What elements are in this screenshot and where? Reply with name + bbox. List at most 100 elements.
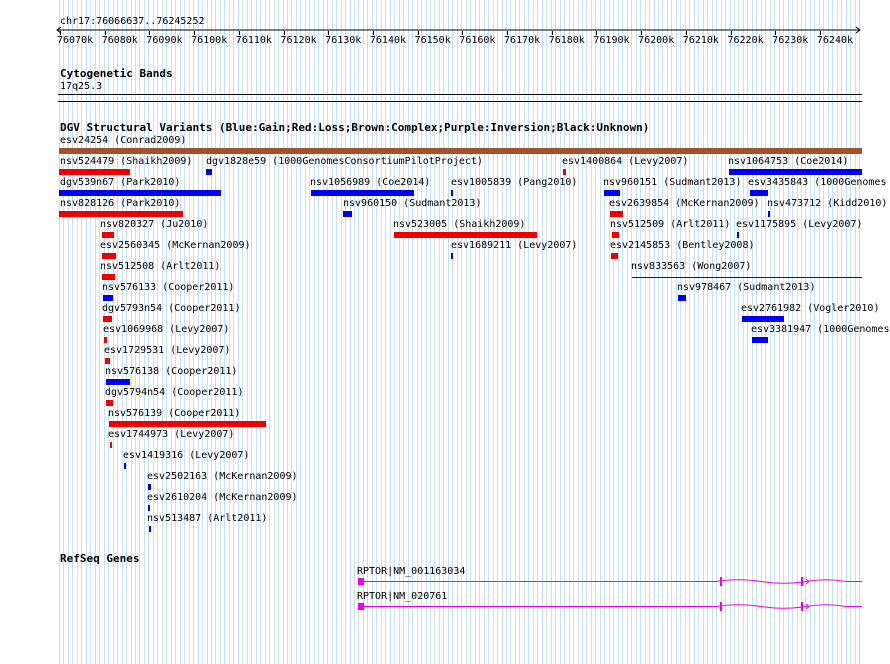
dgv-feature-bar[interactable] bbox=[752, 337, 768, 343]
dgv-feature-bar[interactable] bbox=[104, 337, 107, 343]
dgv-feature-bar[interactable] bbox=[59, 190, 221, 196]
dgv-feature-bar[interactable] bbox=[109, 421, 266, 427]
dgv-feature-label[interactable]: nsv960151 (Sudmant2013) bbox=[603, 177, 742, 188]
dgv-feature-bar[interactable] bbox=[59, 148, 862, 154]
ruler-axis[interactable] bbox=[55, 26, 865, 36]
dgv-feature-bar[interactable] bbox=[343, 211, 352, 217]
dgv-feature-bar[interactable] bbox=[106, 400, 113, 406]
dgv-feature-label[interactable]: esv2610204 (McKernan2009) bbox=[147, 492, 298, 503]
dgv-feature-label[interactable]: esv24254 (Conrad2009) bbox=[60, 135, 187, 146]
dgv-feature-label[interactable]: nsv473712 (Kidd2010) bbox=[767, 198, 888, 209]
ruler-tick-label: 76100k bbox=[191, 35, 228, 46]
transcript-label[interactable]: RPTOR|NM_020761 bbox=[357, 591, 448, 602]
dgv-feature-label[interactable]: esv1729531 (Levy2007) bbox=[104, 345, 231, 356]
dgv-feature-bar[interactable] bbox=[59, 211, 183, 217]
dgv-feature-bar[interactable] bbox=[394, 232, 537, 238]
dgv-feature-label[interactable]: nsv978467 (Sudmant2013) bbox=[677, 282, 816, 293]
ruler-tick-label: 76220k bbox=[727, 35, 764, 46]
dgv-feature-bar[interactable] bbox=[604, 190, 620, 196]
ruler-tick-mark bbox=[372, 31, 374, 35]
dgv-feature-bar[interactable] bbox=[102, 253, 116, 259]
dgv-feature-bar[interactable] bbox=[768, 211, 770, 217]
dgv-feature-label[interactable]: nsv1056989 (Coe2014) bbox=[310, 177, 431, 188]
dgv-feature-bar[interactable] bbox=[451, 253, 453, 259]
dgv-feature-label[interactable]: nsv513487 (Arlt2011) bbox=[147, 513, 268, 524]
ruler-tick-label: 76080k bbox=[101, 35, 138, 46]
dgv-feature-label[interactable]: esv3435843 (1000Genomes bbox=[748, 177, 887, 188]
dgv-feature-bar[interactable] bbox=[148, 484, 151, 490]
dgv-feature-label[interactable]: nsv1064753 (Coe2014) bbox=[728, 156, 849, 167]
ruler-tick-label: 76190k bbox=[593, 35, 630, 46]
dgv-feature-bar[interactable] bbox=[59, 169, 130, 175]
dgv-feature-label[interactable]: dgv1828e59 (1000GenomesConsortiumPilotPr… bbox=[206, 156, 483, 167]
dgv-feature-bar[interactable] bbox=[611, 253, 618, 259]
dgv-feature-label[interactable]: esv1400864 (Levy2007) bbox=[562, 156, 689, 167]
dgv-feature-bar[interactable] bbox=[451, 190, 453, 196]
ruler-tick-mark bbox=[60, 31, 61, 35]
dgv-feature-bar[interactable] bbox=[102, 232, 114, 238]
ruler-tick-mark bbox=[730, 31, 732, 35]
dgv-feature-label[interactable]: nsv576139 (Cooper2011) bbox=[108, 408, 241, 419]
ruler-tick-mark bbox=[819, 31, 821, 35]
dgv-feature-label[interactable]: nsv833563 (Wong2007) bbox=[631, 261, 752, 272]
dgv-feature-label[interactable]: esv2145853 (Bentley2008) bbox=[610, 240, 755, 251]
dgv-feature-label[interactable]: esv2639854 (McKernan2009) bbox=[609, 198, 760, 209]
dgv-feature-label[interactable]: esv3381947 (1000Genomes bbox=[751, 324, 890, 335]
dgv-feature-label[interactable]: esv2761982 (Vogler2010) bbox=[741, 303, 880, 314]
dgv-feature-label[interactable]: esv2502163 (McKernan2009) bbox=[147, 471, 298, 482]
dgv-feature-label[interactable]: nsv960150 (Sudmant2013) bbox=[343, 198, 482, 209]
dgv-feature-label[interactable]: nsv523005 (Shaikh2009) bbox=[393, 219, 526, 230]
dgv-feature-bar[interactable] bbox=[563, 169, 566, 175]
dgv-feature-bar[interactable] bbox=[612, 232, 619, 238]
dgv-feature-bar[interactable] bbox=[110, 442, 112, 448]
dgv-feature-label[interactable]: nsv820327 (Ju2010) bbox=[100, 219, 209, 230]
dgv-feature-bar[interactable] bbox=[148, 505, 150, 511]
dgv-feature-label[interactable]: dgv539n67 (Park2010) bbox=[60, 177, 181, 188]
dgv-feature-bar[interactable] bbox=[103, 316, 112, 322]
dgv-feature-bar[interactable] bbox=[729, 169, 862, 175]
dgv-feature-label[interactable]: esv2560345 (McKernan2009) bbox=[100, 240, 251, 251]
dgv-feature-label[interactable]: nsv576138 (Cooper2011) bbox=[105, 366, 238, 377]
ruler-tick-label: 76070k bbox=[57, 35, 94, 46]
dgv-feature-label[interactable]: esv1005839 (Pang2010) bbox=[451, 177, 578, 188]
ruler-tick-mark bbox=[596, 31, 598, 35]
ruler-tick-label: 76160k bbox=[459, 35, 496, 46]
ruler-coordinate: chr17:76066637..76245252 bbox=[60, 16, 205, 27]
dgv-feature-label[interactable]: nsv512509 (Arlt2011) bbox=[610, 219, 731, 230]
dgv-feature-label[interactable]: dgv5794n54 (Cooper2011) bbox=[105, 387, 244, 398]
transcript-label[interactable]: RPTOR|NM_001163034 bbox=[357, 566, 466, 577]
dgv-feature-bar[interactable] bbox=[742, 316, 784, 322]
transcript-model[interactable] bbox=[356, 575, 862, 589]
dgv-feature-bar[interactable] bbox=[610, 211, 623, 217]
dgv-feature-label[interactable]: esv1744973 (Levy2007) bbox=[108, 429, 235, 440]
dgv-feature-bar[interactable] bbox=[106, 379, 130, 385]
dgv-feature-label[interactable]: dgv5793n54 (Cooper2011) bbox=[102, 303, 241, 314]
dgv-feature-label[interactable]: nsv524479 (Shaikh2009) bbox=[60, 156, 193, 167]
refseq-track-title: RefSeq Genes bbox=[60, 552, 140, 565]
dgv-feature-bar[interactable] bbox=[206, 169, 212, 175]
dgv-feature-label[interactable]: esv1175895 (Levy2007) bbox=[736, 219, 863, 230]
dgv-feature-bar[interactable] bbox=[737, 232, 739, 238]
transcript-model[interactable] bbox=[356, 600, 862, 614]
dgv-feature-bar[interactable] bbox=[102, 274, 115, 280]
ruler-tick-mark bbox=[641, 31, 643, 35]
cytoband-label[interactable]: 17q25.3 bbox=[60, 81, 103, 92]
dgv-feature-label[interactable]: nsv512508 (Arlt2011) bbox=[100, 261, 221, 272]
dgv-feature-bar[interactable] bbox=[311, 190, 414, 196]
dgv-feature-bar[interactable] bbox=[103, 295, 113, 301]
dgv-feature-bar[interactable] bbox=[149, 526, 151, 532]
ruler-tick-label: 76150k bbox=[414, 35, 451, 46]
dgv-feature-label[interactable]: nsv828126 (Park2010) bbox=[60, 198, 181, 209]
dgv-feature-label[interactable]: nsv576133 (Cooper2011) bbox=[102, 282, 235, 293]
dgv-feature-bar[interactable] bbox=[678, 295, 686, 301]
dgv-feature-label[interactable]: esv1689211 (Levy2007) bbox=[451, 240, 578, 251]
dgv-feature-bar[interactable] bbox=[750, 190, 768, 196]
ruler-tick-mark bbox=[462, 31, 464, 35]
dgv-feature-label[interactable]: esv1419316 (Levy2007) bbox=[123, 450, 250, 461]
ruler-tick-label: 76140k bbox=[369, 35, 407, 46]
dgv-feature-bar[interactable] bbox=[124, 463, 126, 469]
cytoband-divider bbox=[58, 94, 862, 95]
dgv-feature-bar[interactable] bbox=[632, 277, 862, 278]
dgv-feature-bar[interactable] bbox=[105, 358, 110, 364]
dgv-feature-label[interactable]: esv1069968 (Levy2007) bbox=[103, 324, 230, 335]
